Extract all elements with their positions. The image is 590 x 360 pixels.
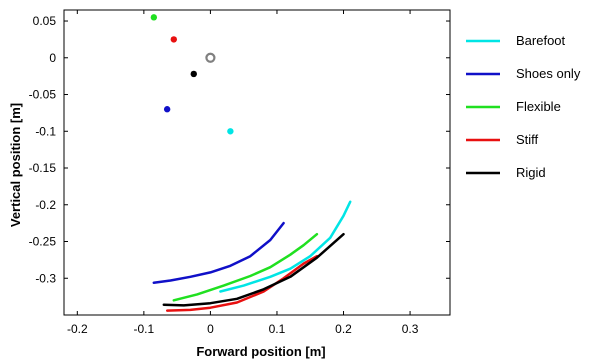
trajectory-stiff [165,254,319,312]
point-shoes-only [163,106,171,113]
point-rigid [190,70,197,78]
reference-point [205,52,216,63]
y-tick-label: 0.05 [33,14,57,28]
plot-area-border [63,9,451,316]
y-tick-label: 0 [49,51,56,65]
x-tick-label: 0.2 [335,322,352,336]
trajectory-flexible [172,232,319,302]
x-axis-label: Forward position [m] [196,344,325,359]
legend: Barefoot Shoes only Flexible Stiff Rigid [466,33,581,180]
point-flexible [150,14,158,21]
point-barefoot [227,128,234,135]
trajectory-rigid [162,232,345,307]
x-tick-label: -0.1 [134,322,155,336]
trajectories [152,200,352,312]
target-points [150,14,234,135]
y-tick-label: -0.15 [29,161,57,175]
plot-frame [63,9,451,316]
legend-label: Shoes only [516,66,581,81]
x-tick-label: -0.2 [67,322,88,336]
trajectory-barefoot [219,200,352,293]
y-axis-label: Vertical position [m] [8,103,23,227]
y-axis-ticks: 0.05 0 -0.05 -0.1 -0.15 -0.2 -0.25 -0.3 [29,14,450,285]
legend-label: Rigid [516,165,546,180]
point-stiff [170,36,178,43]
trajectory-shoes-only [152,221,285,284]
x-axis-ticks: -0.2 -0.1 0 0.1 0.2 0.3 [67,10,419,336]
legend-label: Stiff [516,132,539,147]
legend-label: Barefoot [516,33,566,48]
x-tick-label: 0.1 [269,322,286,336]
y-tick-label: -0.2 [35,198,56,212]
y-tick-label: -0.3 [35,271,56,285]
x-tick-label: 0.3 [402,322,419,336]
y-tick-label: -0.1 [35,124,56,138]
x-tick-label: 0 [207,322,214,336]
y-tick-label: -0.25 [29,235,57,249]
legend-label: Flexible [516,99,561,114]
y-tick-label: -0.05 [29,88,57,102]
